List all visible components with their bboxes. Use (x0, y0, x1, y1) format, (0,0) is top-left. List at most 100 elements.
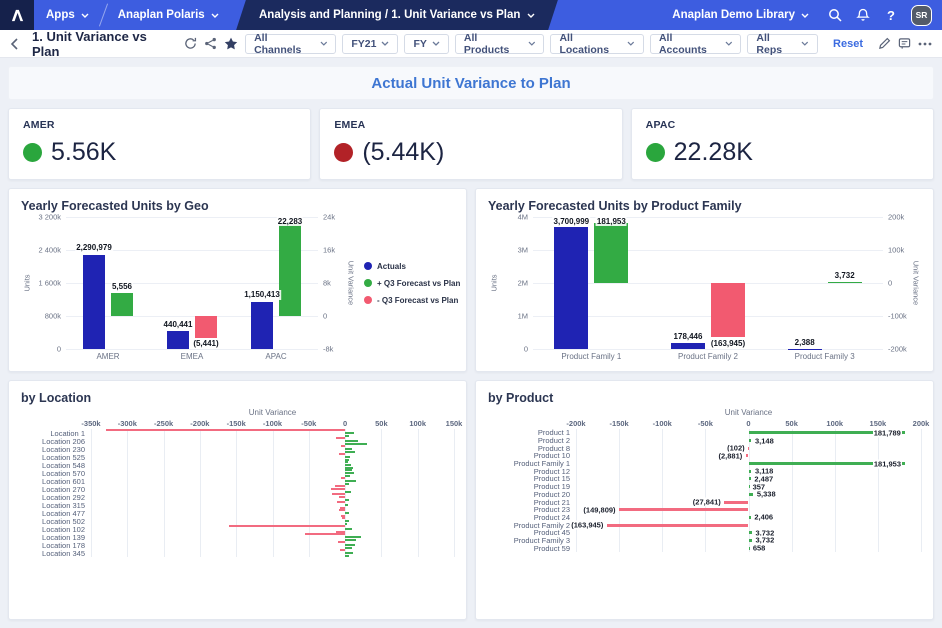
anaplan-logo[interactable] (0, 0, 34, 30)
favorite-button[interactable] (224, 37, 238, 50)
hbar-negative[interactable] (748, 447, 749, 450)
hbar-positive[interactable] (345, 512, 349, 514)
comments-button[interactable] (898, 37, 911, 50)
hbar-positive[interactable] (749, 485, 750, 488)
hbar-negative[interactable] (335, 485, 345, 487)
hbar-negative[interactable] (339, 453, 346, 455)
hbar-positive[interactable] (749, 493, 754, 496)
filter-all-locations[interactable]: All Locations (550, 34, 644, 54)
filter-all-accounts[interactable]: All Accounts (650, 34, 741, 54)
hbar-positive[interactable] (345, 520, 349, 522)
hbar-positive[interactable] (345, 469, 352, 471)
hbar-positive[interactable] (345, 435, 349, 437)
hbar-negative[interactable] (106, 429, 346, 431)
help-button[interactable]: ? (877, 0, 905, 30)
bar-actuals[interactable] (671, 343, 705, 349)
hbar-negative[interactable] (746, 454, 748, 457)
hbar-positive[interactable] (749, 516, 751, 519)
axis-tick: -150k (610, 419, 629, 428)
hbar-positive[interactable] (345, 464, 351, 466)
hbar-positive[interactable] (345, 547, 352, 549)
hbar-negative[interactable] (607, 524, 748, 527)
hbar-positive[interactable] (345, 483, 349, 485)
hbar-positive[interactable] (345, 536, 361, 538)
library-menu[interactable]: Anaplan Demo Library (660, 9, 821, 21)
hbar-positive[interactable] (345, 523, 347, 525)
bar-actuals[interactable] (167, 331, 189, 349)
hbar-negative[interactable] (339, 496, 346, 498)
notifications-button[interactable] (849, 0, 877, 30)
hbar-positive[interactable] (345, 528, 352, 530)
hbar-positive[interactable] (345, 552, 353, 554)
hbar-negative[interactable] (619, 508, 748, 511)
bar-variance-negative[interactable] (195, 316, 217, 338)
hbar-positive[interactable] (345, 491, 351, 493)
hbar-positive[interactable] (345, 504, 348, 506)
legend-dot-icon (364, 262, 372, 270)
hbar-positive[interactable] (345, 472, 354, 474)
hbar-positive[interactable] (345, 451, 355, 453)
hbar-positive[interactable] (345, 456, 350, 458)
hbar-negative[interactable] (724, 501, 748, 504)
hbar-negative[interactable] (331, 488, 346, 490)
filter-all-products[interactable]: All Products (455, 34, 545, 54)
search-button[interactable] (821, 0, 849, 30)
bar-variance-positive[interactable] (828, 282, 862, 283)
hbar-negative[interactable] (338, 541, 345, 543)
bar-row: (2,881) (576, 452, 921, 460)
filter-fy[interactable]: FY (404, 34, 448, 54)
hbar-positive[interactable] (749, 539, 752, 542)
hbar-negative[interactable] (337, 501, 345, 503)
bar-actuals[interactable] (83, 255, 105, 350)
hbar-positive[interactable] (345, 448, 352, 450)
hbar-negative[interactable] (341, 445, 345, 447)
hbar-positive[interactable] (749, 531, 752, 534)
edit-button[interactable] (878, 37, 891, 50)
bar-variance-positive[interactable] (279, 224, 301, 316)
hbar-negative[interactable] (332, 493, 345, 495)
axis-tick: -200k (190, 419, 209, 428)
hbar-positive[interactable] (345, 499, 349, 501)
workspace-menu[interactable]: Anaplan Polaris (106, 0, 231, 30)
filter-all-channels[interactable]: All Channels (245, 34, 336, 54)
bar-value-label: 22,283 (277, 217, 303, 226)
hbar-negative[interactable] (340, 549, 345, 551)
hbar-negative[interactable] (341, 477, 345, 479)
hbar-positive[interactable] (345, 539, 356, 541)
hbar-negative[interactable] (229, 525, 345, 527)
hbar-negative[interactable] (305, 533, 345, 535)
hbar-positive[interactable] (749, 439, 752, 442)
bar-variance-positive[interactable] (594, 223, 628, 283)
bar-actuals[interactable] (554, 227, 588, 349)
hbar-positive[interactable] (345, 480, 356, 482)
hbar-positive[interactable] (345, 440, 358, 442)
hbar-positive[interactable] (749, 547, 750, 550)
back-button[interactable] (10, 38, 19, 50)
user-avatar[interactable]: SR (911, 5, 932, 26)
bar-actuals[interactable] (251, 302, 273, 349)
hbar-positive[interactable] (345, 443, 367, 445)
legend-label: + Q3 Forecast vs Plan (377, 279, 460, 288)
hbar-negative[interactable] (342, 517, 345, 519)
bar-variance-negative[interactable] (711, 283, 745, 337)
filter-all-reps[interactable]: All Reps (747, 34, 818, 54)
apps-menu[interactable]: Apps (34, 0, 101, 30)
hbar-positive[interactable] (345, 432, 354, 434)
hbar-positive[interactable] (749, 470, 752, 473)
hbar-negative[interactable] (336, 437, 345, 439)
hbar-positive[interactable] (345, 475, 350, 477)
reset-button[interactable]: Reset (833, 38, 863, 50)
hbar-positive[interactable] (345, 544, 355, 546)
hbar-negative[interactable] (339, 509, 345, 511)
more-options-button[interactable] (918, 42, 932, 46)
share-button[interactable] (204, 37, 217, 50)
refresh-button[interactable] (184, 37, 197, 50)
bar-variance-positive[interactable] (111, 293, 133, 316)
hbar-positive[interactable] (749, 477, 751, 480)
breadcrumb[interactable]: Analysis and Planning / 1. Unit Variance… (236, 0, 558, 30)
hbar-positive[interactable] (345, 461, 348, 463)
hbar-positive[interactable] (345, 555, 349, 557)
filter-fy21[interactable]: FY21 (342, 34, 398, 54)
bar-row (91, 445, 454, 453)
